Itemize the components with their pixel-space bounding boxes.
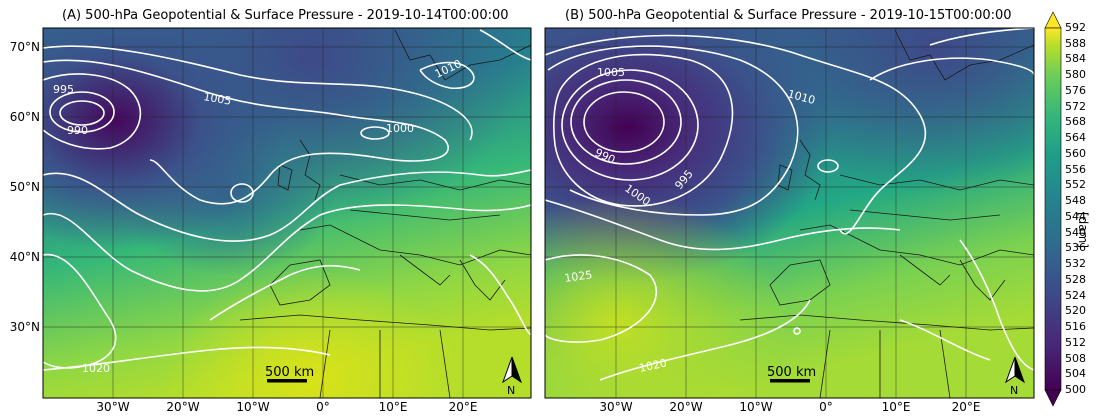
contour-label: 1005 — [202, 90, 232, 108]
colorbar-tick-label: 556 — [1065, 162, 1086, 176]
panel-a-frame — [42, 27, 532, 399]
colorbar-tick-label: 576 — [1065, 83, 1086, 97]
colorbar-tick-label: 516 — [1065, 320, 1086, 334]
north-arrow-label: N — [507, 384, 515, 397]
colorbar-tick-label: 568 — [1065, 115, 1086, 129]
colorbar-tick-label: 504 — [1065, 367, 1086, 381]
colorbar-tick-label: 564 — [1065, 131, 1086, 145]
colorbar-tick-label: 584 — [1065, 52, 1086, 66]
north-arrow-icon: N — [502, 356, 522, 397]
colorbar-tick-label: 512 — [1065, 335, 1086, 349]
contour-label: 990 — [67, 124, 88, 137]
panel-a-lat-labels: 70°N 60°N 50°N 40°N 30°N — [10, 40, 40, 334]
panel-a-lon-labels: 30°W 20°W 10°W 0° 10°E 20°E — [96, 400, 477, 414]
contour-label: 1000 — [386, 122, 414, 135]
panel-a-scale-bar: 500 km — [265, 365, 314, 383]
panel-a-coastlines — [239, 29, 531, 398]
colorbar-tick-label: 520 — [1065, 304, 1086, 318]
lon-label: 30°W — [96, 400, 129, 414]
colorbar-unit-label: [dam] — [1076, 212, 1090, 249]
lon-label: 10°E — [379, 400, 408, 414]
contour-label: 1005 — [597, 66, 625, 79]
panel-b-frame — [544, 27, 1035, 399]
colorbar-tick-label: 524 — [1065, 288, 1086, 302]
north-arrow-icon: N — [1005, 356, 1025, 397]
colorbar-tick-label: 544 — [1065, 209, 1086, 223]
panel-b-map: 1005 1010 990 995 1000 1025 1020 — [545, 28, 1034, 398]
panel-b-coastlines — [739, 29, 1034, 398]
lon-label: 20°W — [166, 400, 199, 414]
lon-label: 10°E — [882, 400, 911, 414]
contour-label: 1020 — [82, 362, 110, 375]
lon-label: 20°E — [449, 400, 478, 414]
colorbar — [1044, 11, 1062, 407]
colorbar-tick-label: 560 — [1065, 146, 1086, 160]
colorbar-tick-label: 528 — [1065, 272, 1086, 286]
north-arrow-label: N — [1010, 384, 1018, 397]
lon-label: 30°W — [599, 400, 632, 414]
colorbar-tick-label: 536 — [1065, 241, 1086, 255]
colorbar-tick-label: 592 — [1065, 21, 1086, 34]
colorbar-tick-label: 588 — [1065, 36, 1086, 50]
lat-label: 30°N — [10, 320, 40, 334]
lon-label: 20°E — [952, 400, 981, 414]
lon-label: 10°W — [236, 400, 269, 414]
panel-b-title: (B) 500-hPa Geopotential & Surface Press… — [565, 8, 1012, 23]
lon-label: 0° — [316, 400, 330, 414]
colorbar-tick-label: 548 — [1065, 194, 1086, 208]
panel-a-gridlines — [43, 28, 531, 398]
panel-a-map: 995 990 1005 1010 1000 1020 — [43, 28, 531, 398]
colorbar-tick-label: 500 — [1065, 383, 1086, 396]
lat-label: 70°N — [10, 40, 40, 54]
scale-bar-label: 500 km — [767, 365, 816, 380]
panel-a-isobars — [43, 29, 531, 371]
panel-b-lon-labels: 30°W 20°W 10°W 0° 10°E 20°E — [599, 400, 980, 414]
colorbar-tick-label: 552 — [1065, 178, 1086, 192]
contour-label: 995 — [53, 83, 74, 96]
lon-label: 0° — [819, 400, 833, 414]
lat-label: 60°N — [10, 110, 40, 124]
lon-label: 10°W — [739, 400, 772, 414]
colorbar-tick-label: 540 — [1065, 225, 1086, 239]
panel-b-scale-bar: 500 km — [767, 365, 816, 383]
panel-a-title: (A) 500-hPa Geopotential & Surface Press… — [62, 8, 509, 23]
lat-label: 50°N — [10, 180, 40, 194]
panel-b-isobars — [545, 28, 1034, 381]
contour-label: 1020 — [638, 356, 668, 375]
scale-bar-label: 500 km — [265, 365, 314, 380]
colorbar-tick-label: 508 — [1065, 351, 1086, 365]
colorbar-tick-label: 572 — [1065, 99, 1086, 113]
colorbar-tick-label: 580 — [1065, 68, 1086, 82]
contour-label: 1025 — [564, 268, 594, 285]
lon-label: 20°W — [669, 400, 702, 414]
colorbar-tick-label: 532 — [1065, 257, 1086, 271]
lat-label: 40°N — [10, 250, 40, 264]
